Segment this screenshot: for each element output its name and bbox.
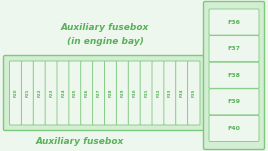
FancyBboxPatch shape: [3, 56, 207, 130]
Text: Auxiliary fusebox: Auxiliary fusebox: [61, 24, 149, 32]
Text: F20: F20: [14, 89, 18, 97]
Text: F29: F29: [121, 89, 125, 97]
Text: F23: F23: [49, 89, 53, 97]
FancyBboxPatch shape: [209, 115, 259, 141]
FancyBboxPatch shape: [152, 61, 164, 125]
Text: F30: F30: [132, 89, 136, 97]
Text: F39: F39: [228, 99, 240, 104]
FancyBboxPatch shape: [209, 89, 259, 115]
Text: Auxiliary fusebox: Auxiliary fusebox: [36, 138, 124, 146]
FancyBboxPatch shape: [209, 62, 259, 88]
FancyBboxPatch shape: [105, 61, 117, 125]
Text: F24: F24: [61, 89, 65, 97]
Text: F31: F31: [144, 89, 148, 97]
FancyBboxPatch shape: [45, 61, 58, 125]
FancyBboxPatch shape: [203, 2, 265, 149]
Text: F26: F26: [85, 89, 89, 97]
FancyBboxPatch shape: [209, 9, 259, 35]
Text: F34: F34: [180, 89, 184, 97]
FancyBboxPatch shape: [164, 61, 176, 125]
FancyBboxPatch shape: [176, 61, 188, 125]
Text: F33: F33: [168, 89, 172, 97]
Text: F32: F32: [156, 89, 160, 97]
FancyBboxPatch shape: [57, 61, 69, 125]
FancyBboxPatch shape: [116, 61, 129, 125]
Text: (in engine bay): (in engine bay): [66, 37, 143, 47]
FancyBboxPatch shape: [128, 61, 141, 125]
Text: F35: F35: [192, 89, 196, 97]
FancyBboxPatch shape: [140, 61, 152, 125]
FancyBboxPatch shape: [81, 61, 93, 125]
FancyBboxPatch shape: [21, 61, 34, 125]
FancyBboxPatch shape: [9, 61, 22, 125]
FancyBboxPatch shape: [209, 36, 259, 62]
FancyBboxPatch shape: [33, 61, 46, 125]
Text: F21: F21: [25, 89, 29, 97]
Text: F38: F38: [228, 73, 240, 78]
Text: F36: F36: [228, 19, 240, 25]
Text: F25: F25: [73, 89, 77, 97]
Text: F40: F40: [228, 126, 240, 131]
FancyBboxPatch shape: [188, 61, 200, 125]
Text: F22: F22: [38, 89, 42, 97]
FancyBboxPatch shape: [69, 61, 81, 125]
Text: F28: F28: [109, 89, 113, 97]
FancyBboxPatch shape: [93, 61, 105, 125]
Text: F27: F27: [97, 89, 101, 97]
Text: F37: F37: [228, 46, 240, 51]
